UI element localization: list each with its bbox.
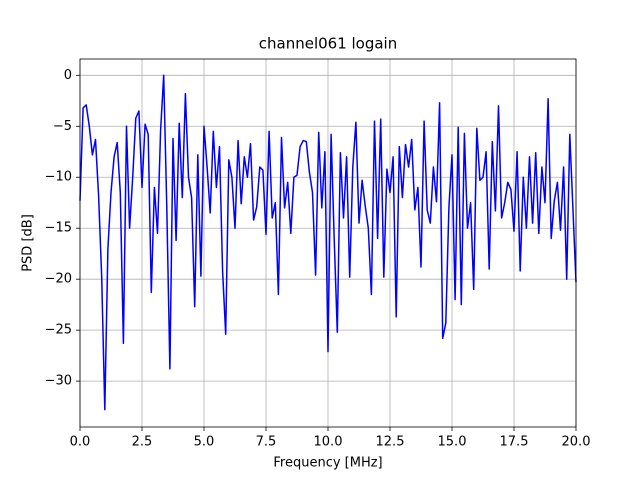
x-tick-label: 0.0 [70, 435, 91, 450]
y-axis-label: PSD [dB] [21, 214, 36, 272]
chart-title: channel061 logain [259, 35, 398, 53]
x-tick-label: 10.0 [314, 435, 343, 450]
x-tick-label: 7.5 [256, 435, 277, 450]
y-tick-label: −5 [53, 119, 72, 134]
y-tick-label: −15 [45, 221, 72, 236]
x-tick-label: 17.5 [500, 435, 529, 450]
y-tick-label: −20 [45, 272, 72, 287]
plot-frame [79, 58, 577, 428]
y-tick-label: −10 [45, 170, 72, 185]
x-tick-label: 15.0 [438, 435, 467, 450]
y-tick-label: 0 [64, 68, 72, 83]
x-tick-label: 2.5 [132, 435, 153, 450]
x-tick-label: 20.0 [562, 435, 591, 450]
x-axis-label: Frequency [MHz] [273, 456, 382, 471]
y-tick-label: −30 [45, 374, 72, 389]
y-tick-label: −25 [45, 323, 72, 338]
x-tick-label: 5.0 [194, 435, 215, 450]
data-line [79, 74, 577, 411]
x-tick-label: 12.5 [376, 435, 405, 450]
